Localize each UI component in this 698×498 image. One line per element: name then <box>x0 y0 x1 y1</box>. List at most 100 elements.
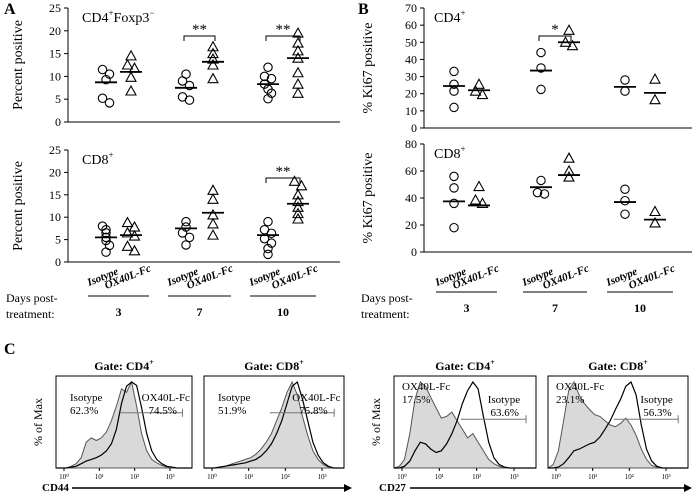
histogram-title: Gate: CD4+ <box>94 358 154 373</box>
y-axis-label: % Ki67 positive <box>361 23 376 114</box>
days-label-a-line1: Days post- <box>6 291 58 305</box>
data-point-triangle <box>473 180 485 192</box>
data-point-triangle <box>207 47 219 59</box>
marker-label-cd44: CD44 <box>42 482 69 494</box>
histogram-line-isotype <box>548 381 688 469</box>
histogram-title: Gate: CD8+ <box>588 358 648 373</box>
day-label: 10 <box>634 301 646 315</box>
data-point-triangle <box>207 58 219 70</box>
y-tick-label: 0 <box>411 121 417 135</box>
x-group-labels-b: IsotypeOX40L-Fc3IsotypeOX40L-Fc7IsotypeO… <box>433 262 677 315</box>
day-label: 10 <box>277 305 289 319</box>
label-isotype: Isotype <box>488 394 520 406</box>
x-tick-label: 10² <box>130 473 139 481</box>
data-point-circle <box>620 75 630 85</box>
label-ox40l-percent: 17.5% <box>402 394 430 406</box>
data-point-triangle <box>292 207 304 219</box>
data-point-circle <box>532 187 543 198</box>
y-tick-label: 15 <box>49 188 61 202</box>
significance-bracket <box>183 35 216 41</box>
data-point-circle <box>620 209 630 219</box>
significance-label: ** <box>276 164 291 180</box>
data-point-triangle <box>121 58 134 70</box>
chart-cd8-percent: 0 5 10 15 20 25 Percent positive CD8+ ** <box>11 143 340 269</box>
data-point-triangle <box>563 152 575 163</box>
significance-bracket <box>265 35 301 41</box>
histogram-line-ox40l-fc <box>56 381 192 469</box>
day-label: 3 <box>464 301 470 315</box>
y-tick-label: 20 <box>405 87 417 101</box>
label-ox40l: OX40L-Fc <box>402 381 450 393</box>
data-point-circle <box>177 76 188 86</box>
data-point-circle <box>449 66 459 77</box>
data-point-circle <box>536 63 546 73</box>
data-point-triangle <box>121 240 134 251</box>
y-tick-label: 10 <box>405 104 417 118</box>
histogram-y-label: % of Max <box>31 398 45 446</box>
data-point-circle <box>620 184 630 194</box>
marker-arrowhead-cd27 <box>684 484 692 492</box>
data-point-circle <box>620 86 630 96</box>
day-label: 7 <box>552 301 558 315</box>
data-point-triangle <box>563 164 575 176</box>
data-point-triangle <box>292 87 304 98</box>
significance-label: * <box>551 22 559 38</box>
x-tick-label: 10¹ <box>588 473 597 481</box>
data-point-circle <box>449 198 459 209</box>
data-point-circle <box>101 247 111 257</box>
label-ox40l: OX40L-Fc <box>142 392 190 404</box>
data-point-circle <box>449 222 459 233</box>
data-point-circle <box>449 183 459 193</box>
data-point-circle <box>97 64 108 75</box>
y-tick-label: 60 <box>405 18 417 32</box>
label-ox40l-percent: 74.5% <box>148 405 176 417</box>
x-tick-label: 10³ <box>165 473 174 481</box>
histogram-title: Gate: CD8+ <box>244 358 304 373</box>
data-point-circle <box>263 62 273 73</box>
data-point-circle <box>97 93 108 104</box>
chart-cd4-foxp3-percent: 0 5 10 15 20 25 Percent positive CD4+Foxp3− ** ** <box>11 1 340 129</box>
data-point-triangle <box>207 208 219 220</box>
data-point-circle <box>449 86 459 96</box>
data-point-triangle <box>125 49 137 61</box>
data-point-circle <box>620 195 630 206</box>
y-tick-label: 25 <box>49 143 61 157</box>
data-point-triangle <box>207 228 219 240</box>
data-point-triangle <box>649 216 661 228</box>
chart-title: CD4+ <box>434 8 466 26</box>
x-tick-label: 10⁰ <box>59 473 69 481</box>
y-tick-label: 20 <box>49 24 61 38</box>
y-tick-label: 40 <box>405 52 417 66</box>
data-point-triangle <box>292 188 304 200</box>
label-ox40l-percent: 75.8% <box>299 405 327 417</box>
data-point-triangle <box>207 40 219 52</box>
y-tick-label: 50 <box>405 35 417 49</box>
data-point-circle <box>263 243 273 254</box>
data-point-circle <box>181 216 191 227</box>
data-point-triangle <box>292 78 304 89</box>
y-tick-label: 10 <box>49 69 61 83</box>
data-point-triangle <box>292 201 304 212</box>
data-point-circle <box>266 73 277 84</box>
chart-cd4-ki67: 0 10 20 30 40 50 60 70 % Ki67 positive CD4+ * <box>361 1 692 135</box>
y-tick-label: 80 <box>405 137 417 151</box>
chart-title: CD4+Foxp3− <box>82 8 154 26</box>
y-tick-label: 30 <box>405 70 417 84</box>
data-point-circle <box>449 102 459 113</box>
chart-title: CD8+ <box>82 150 114 168</box>
y-tick-label: 0 <box>55 255 61 269</box>
label-isotype-percent: 62.3% <box>70 405 98 417</box>
data-point-circle <box>536 84 546 95</box>
data-point-triangle <box>207 72 219 84</box>
data-point-triangle <box>292 36 304 48</box>
data-point-circle <box>184 232 195 243</box>
label-isotype-percent: 51.9% <box>218 405 246 417</box>
data-point-triangle <box>207 193 219 204</box>
y-tick-label: 10 <box>49 210 61 224</box>
data-point-triangle <box>292 195 304 207</box>
data-point-circle <box>539 189 550 199</box>
data-point-triangle <box>125 71 137 82</box>
